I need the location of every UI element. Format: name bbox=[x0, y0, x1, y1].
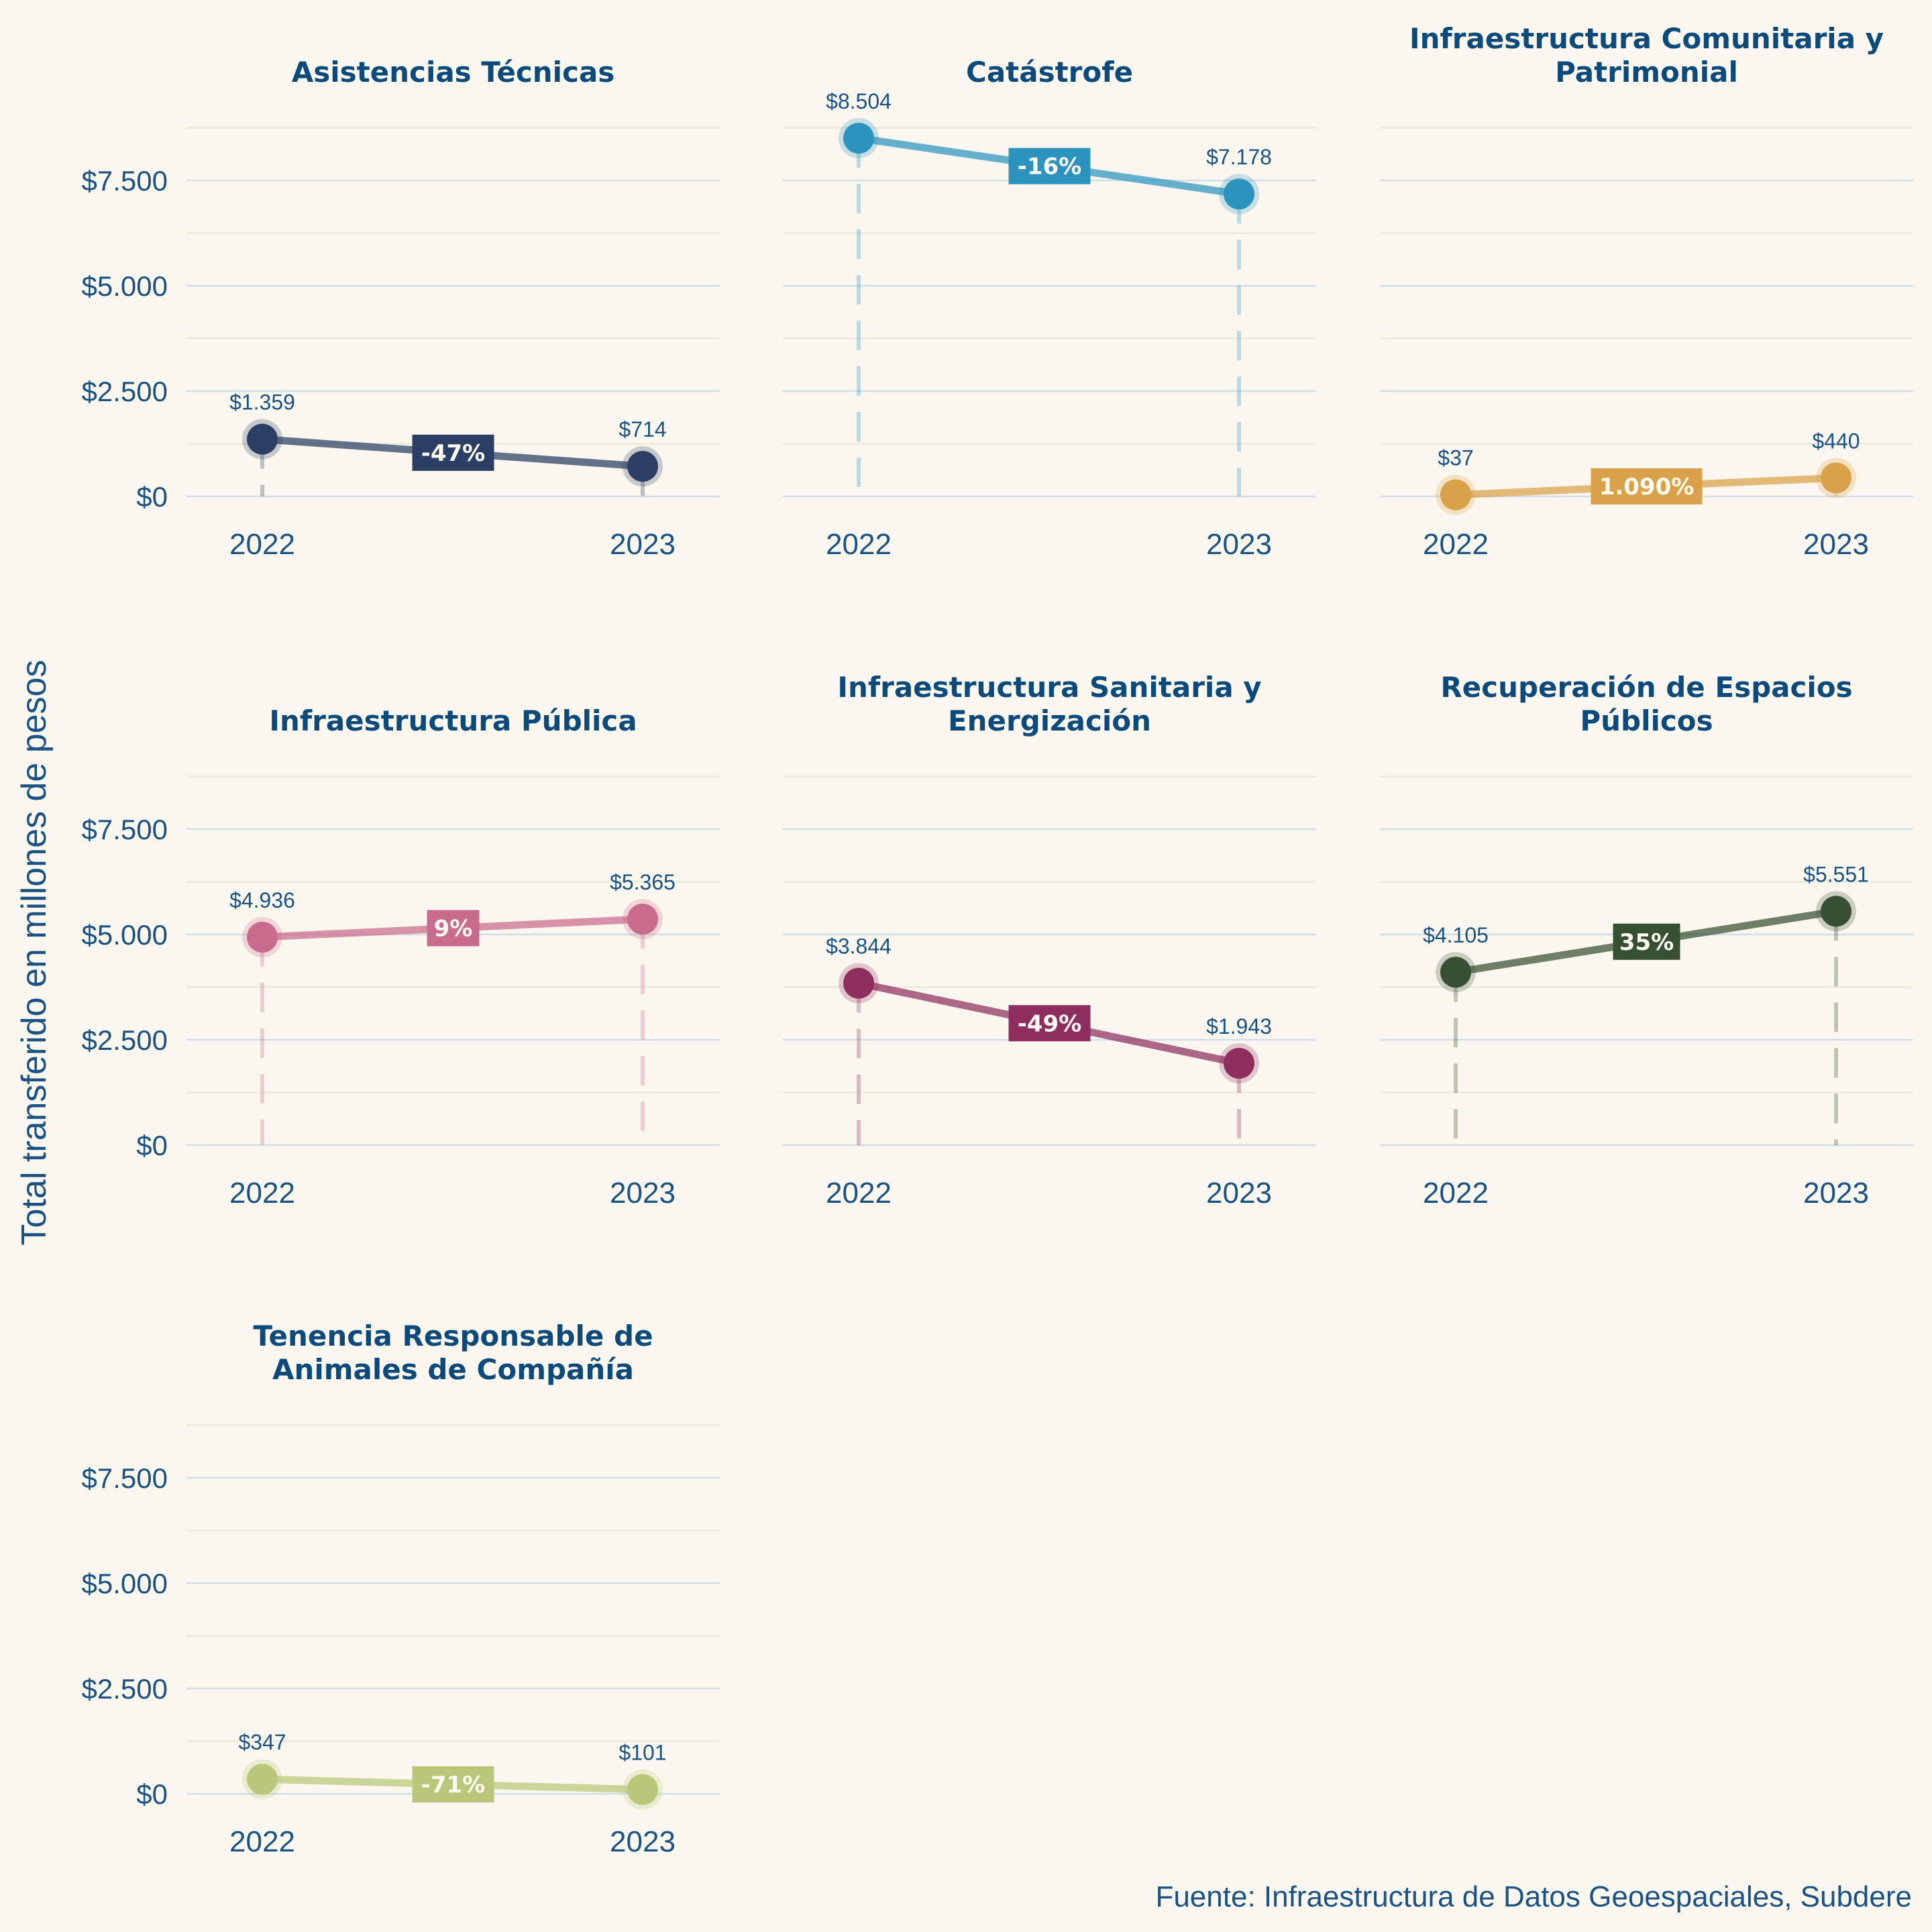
panel-title: Catástrofe bbox=[966, 56, 1133, 89]
value-label: $3.844 bbox=[826, 934, 892, 959]
x-tick-label: 2022 bbox=[826, 528, 892, 561]
panel-6: $0 $2.500 $5.000 $7.500 Tenencia Responsable… bbox=[82, 1320, 720, 1858]
x-tick-label: 2023 bbox=[610, 528, 676, 561]
panel-title: Infraestructura Sanitaria y bbox=[837, 671, 1261, 704]
data-point bbox=[1821, 896, 1851, 927]
data-point bbox=[1821, 462, 1851, 494]
panel-title: Patrimonial bbox=[1555, 56, 1738, 89]
value-label: $1.359 bbox=[229, 390, 295, 415]
change-badge bbox=[412, 1766, 494, 1803]
value-label: $101 bbox=[619, 1741, 666, 1765]
panel-title: Energización bbox=[948, 704, 1151, 737]
data-point bbox=[247, 922, 278, 953]
change-badge bbox=[412, 434, 494, 471]
value-label: $347 bbox=[238, 1730, 286, 1754]
x-tick-label: 2022 bbox=[229, 1177, 295, 1210]
y-tick-label: $0 bbox=[136, 1778, 168, 1810]
panel-title: Asistencias Técnicas bbox=[292, 56, 615, 89]
change-badge bbox=[1591, 468, 1703, 505]
data-point bbox=[247, 423, 278, 455]
change-label: -71% bbox=[421, 1772, 486, 1799]
y-tick-label: $5.000 bbox=[82, 270, 168, 302]
data-point bbox=[247, 1764, 278, 1795]
change-label: -16% bbox=[1018, 154, 1082, 180]
change-badge bbox=[1008, 1005, 1091, 1042]
change-badge bbox=[1008, 148, 1091, 184]
y-tick-label: $2.500 bbox=[82, 376, 168, 407]
data-point bbox=[627, 1774, 658, 1805]
panel-title: Públicos bbox=[1580, 704, 1713, 737]
value-label: $1.943 bbox=[1206, 1014, 1272, 1038]
x-tick-label: 2023 bbox=[1206, 1177, 1272, 1210]
panel-title: Recuperación de Espacios bbox=[1440, 671, 1852, 704]
value-label: $37 bbox=[1438, 446, 1473, 470]
data-point bbox=[843, 122, 874, 154]
change-label: -47% bbox=[421, 440, 486, 467]
value-label: $714 bbox=[619, 417, 666, 441]
panel-title: Tenencia Responsable de bbox=[253, 1320, 653, 1352]
value-label: $440 bbox=[1812, 429, 1860, 453]
y-tick-label: $5.000 bbox=[82, 919, 168, 951]
y-tick-label: $2.500 bbox=[82, 1024, 168, 1056]
value-label: $7.178 bbox=[1206, 145, 1272, 169]
panel-title: Animales de Compañía bbox=[272, 1353, 634, 1386]
x-tick-label: 2022 bbox=[229, 528, 295, 561]
data-point bbox=[1224, 1047, 1254, 1079]
value-label: $5.365 bbox=[610, 870, 676, 894]
data-point bbox=[1440, 957, 1471, 988]
value-label: $5.551 bbox=[1803, 862, 1869, 886]
x-tick-label: 2022 bbox=[826, 1177, 892, 1210]
change-label: -49% bbox=[1018, 1010, 1082, 1037]
data-point bbox=[627, 451, 658, 482]
y-tick-label: $0 bbox=[136, 1130, 168, 1161]
panel-1: Catástrofe $8.504 $7.178 -16% 2022 2023 bbox=[783, 56, 1316, 561]
panel-title: Infraestructura Pública bbox=[269, 704, 637, 737]
y-axis-label: Total transferido en millones de pesos bbox=[15, 660, 54, 1246]
x-tick-label: 2023 bbox=[610, 1825, 676, 1858]
x-tick-label: 2023 bbox=[1206, 528, 1272, 561]
value-label: $4.105 bbox=[1423, 923, 1489, 947]
y-tick-label: $7.500 bbox=[82, 165, 168, 197]
data-point bbox=[1440, 479, 1471, 511]
data-point bbox=[1224, 178, 1254, 210]
data-point bbox=[843, 967, 874, 999]
change-label: 35% bbox=[1619, 929, 1674, 956]
y-tick-label: $5.000 bbox=[82, 1568, 168, 1599]
panel-3: $0 $2.500 $5.000 $7.500 Infraestructura Públ… bbox=[82, 704, 720, 1210]
y-tick-label: $7.500 bbox=[82, 1462, 168, 1494]
x-tick-label: 2022 bbox=[1423, 1177, 1489, 1210]
panel-0: $0 $2.500 $5.000 $7.500 Asistencias Técnicas… bbox=[82, 56, 720, 561]
source-caption: Fuente: Infraestructura de Datos Geoespa… bbox=[1155, 1880, 1912, 1913]
x-tick-label: 2023 bbox=[1803, 1177, 1869, 1210]
panel-2: Infraestructura Comunitaria yPatrimonial… bbox=[1380, 22, 1913, 561]
x-tick-label: 2022 bbox=[1423, 528, 1489, 561]
change-label: 1.090% bbox=[1599, 474, 1695, 500]
panel-title: Infraestructura Comunitaria y bbox=[1409, 22, 1884, 55]
value-label: $8.504 bbox=[826, 89, 892, 113]
value-label: $4.936 bbox=[229, 888, 295, 912]
x-tick-label: 2022 bbox=[229, 1825, 295, 1858]
y-tick-label: $2.500 bbox=[82, 1673, 168, 1705]
change-badge bbox=[1613, 923, 1680, 960]
y-tick-label: $7.500 bbox=[82, 814, 168, 845]
change-badge bbox=[427, 910, 480, 947]
change-label: 9% bbox=[434, 916, 473, 943]
x-tick-label: 2023 bbox=[1803, 528, 1869, 561]
x-tick-label: 2023 bbox=[610, 1177, 676, 1210]
y-tick-label: $0 bbox=[136, 481, 168, 513]
data-point bbox=[627, 904, 658, 935]
